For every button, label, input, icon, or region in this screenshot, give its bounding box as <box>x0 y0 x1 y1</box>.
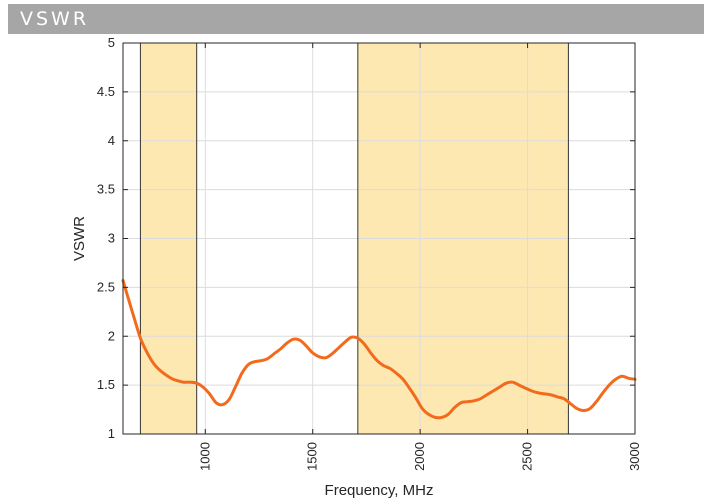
page-title: VSWR <box>20 8 90 30</box>
title-divider <box>8 34 704 36</box>
grid-lines <box>123 42 636 435</box>
title-bar: VSWR <box>8 4 704 34</box>
plot-frame <box>122 42 636 435</box>
y-tick-labels: 1 1.5 2 2.5 3 3.5 4 4.5 5 <box>97 35 115 441</box>
y-axis-label: VSWR <box>71 216 88 261</box>
band-edges <box>139 43 569 434</box>
y-tick-label: 1 <box>108 426 115 441</box>
x-tick-label: 1000 <box>197 442 212 471</box>
y-tick-label: 5 <box>108 35 115 50</box>
series-layer <box>121 279 637 420</box>
x-tick-label: 3000 <box>627 442 642 471</box>
x-axis-label: Frequency, MHz <box>325 482 434 499</box>
x-tick-labels: 1000 1500 2000 2500 3000 <box>197 442 642 471</box>
x-tick-label: 1500 <box>305 442 320 471</box>
x-tick-label: 2500 <box>520 442 535 471</box>
y-tick-label: 4 <box>108 133 115 148</box>
series-line-1 <box>121 279 637 420</box>
y-tick-label: 2 <box>108 328 115 343</box>
y-tick-label: 3 <box>108 231 115 246</box>
y-tick-label: 2.5 <box>97 279 115 294</box>
y-tick-label: 4.5 <box>97 84 115 99</box>
x-tick-label: 2000 <box>412 442 427 471</box>
y-tick-label: 1.5 <box>97 377 115 392</box>
y-tick-label: 3.5 <box>97 182 115 197</box>
